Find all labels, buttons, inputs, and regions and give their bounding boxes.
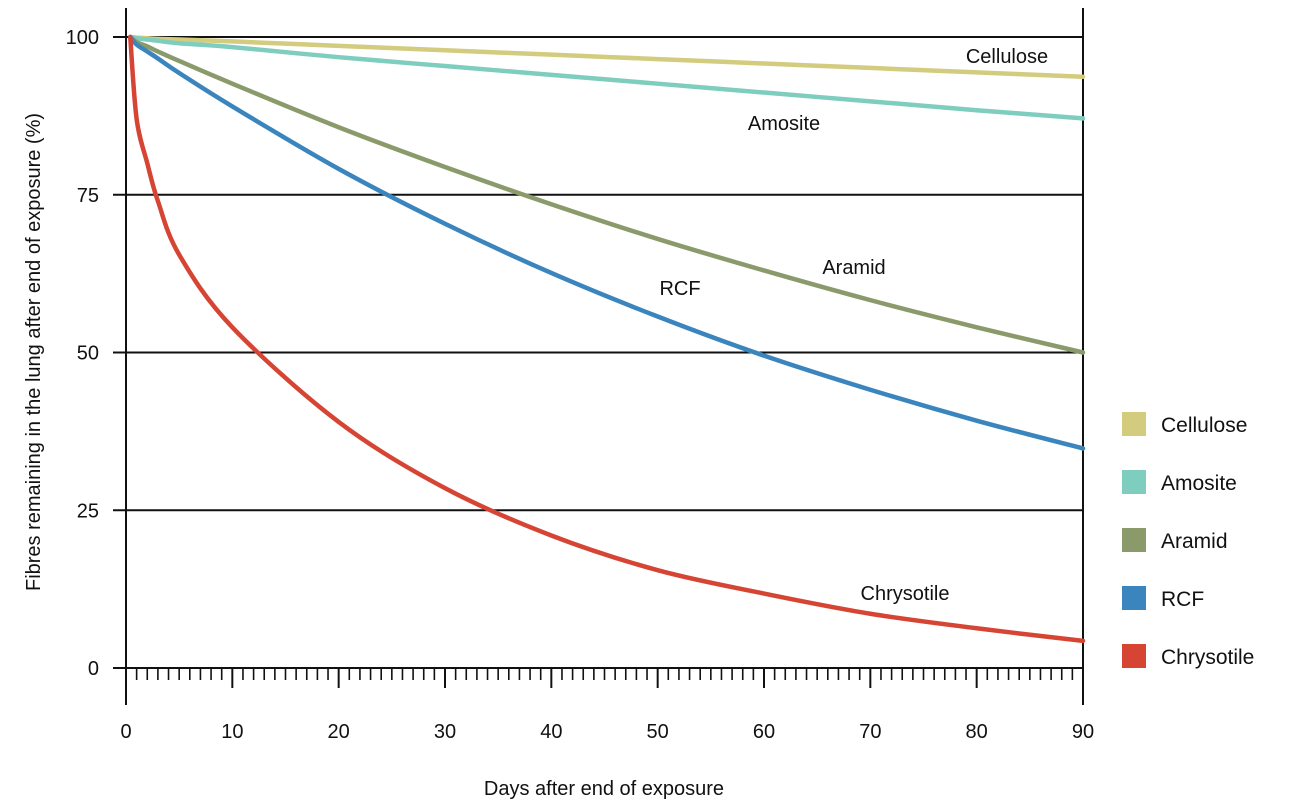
series-line-aramid bbox=[128, 34, 1086, 355]
series-label-chrysotile: Chrysotile bbox=[861, 583, 950, 605]
x-tick-label: 80 bbox=[966, 721, 988, 743]
legend-label-cellulose: Cellulose bbox=[1161, 414, 1247, 437]
grid-lines bbox=[113, 36, 1083, 512]
x-tick-label: 50 bbox=[647, 721, 669, 743]
x-minor-ticks bbox=[135, 668, 1074, 680]
legend-label-aramid: Aramid bbox=[1161, 530, 1228, 553]
y-tick-label: 75 bbox=[77, 185, 99, 207]
series-labels: Cellulose Amosite Aramid RCF Chrysotile bbox=[659, 46, 1048, 605]
series-line-rcf bbox=[128, 34, 1086, 451]
legend-swatch-cellulose bbox=[1122, 412, 1146, 436]
legend-swatch-aramid bbox=[1122, 528, 1146, 552]
series-line-cellulose bbox=[128, 34, 1086, 79]
x-axis-title: Days after end of exposure bbox=[484, 778, 724, 800]
legend-label-rcf: RCF bbox=[1161, 588, 1204, 611]
y-tick-label: 25 bbox=[77, 500, 99, 522]
y-tick-labels: 0 25 50 75 100 bbox=[66, 27, 99, 680]
series-lines bbox=[128, 34, 1086, 644]
series-line-amosite bbox=[128, 34, 1086, 121]
x-tick-label: 30 bbox=[434, 721, 456, 743]
x-tick-label: 70 bbox=[859, 721, 881, 743]
series-label-aramid: Aramid bbox=[822, 257, 885, 279]
series-line-chrysotile bbox=[128, 34, 1086, 644]
legend-swatch-amosite bbox=[1122, 470, 1146, 494]
x-tick-label: 20 bbox=[328, 721, 350, 743]
series-label-rcf: RCF bbox=[659, 278, 700, 300]
series-label-cellulose: Cellulose bbox=[966, 46, 1048, 68]
x-tick-labels: 0 10 20 30 40 50 60 70 80 90 bbox=[120, 668, 1094, 743]
x-tick-label: 10 bbox=[221, 721, 243, 743]
x-tick-label: 40 bbox=[540, 721, 562, 743]
x-tick-label: 90 bbox=[1072, 721, 1094, 743]
legend-label-amosite: Amosite bbox=[1161, 472, 1237, 495]
y-tick-label: 100 bbox=[66, 27, 99, 49]
y-tick-label: 0 bbox=[88, 658, 99, 680]
series-label-amosite: Amosite bbox=[748, 113, 820, 135]
x-tick-label: 0 bbox=[120, 721, 131, 743]
x-tick-label: 60 bbox=[753, 721, 775, 743]
legend: Cellulose Amosite Aramid RCF Chrysotile bbox=[1122, 412, 1254, 669]
legend-swatch-chrysotile bbox=[1122, 644, 1146, 668]
legend-swatch-rcf bbox=[1122, 586, 1146, 610]
legend-label-chrysotile: Chrysotile bbox=[1161, 646, 1254, 669]
y-tick-label: 50 bbox=[77, 343, 99, 365]
y-axis-title: Fibres remaining in the lung after end o… bbox=[23, 113, 45, 591]
